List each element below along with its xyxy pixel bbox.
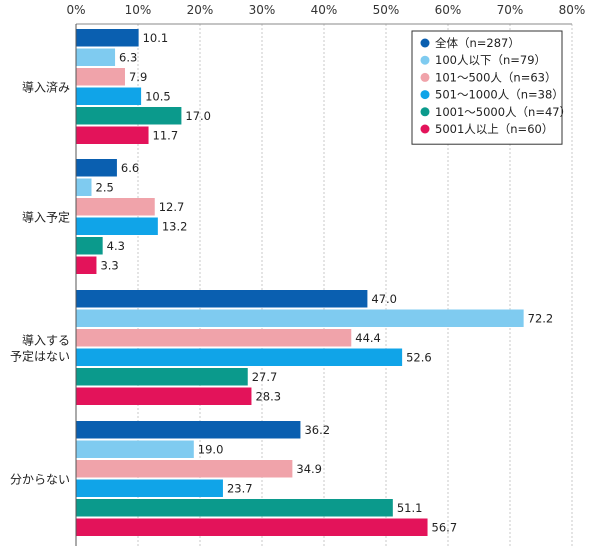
legend-marker bbox=[420, 55, 430, 65]
data-label: 56.7 bbox=[432, 520, 458, 534]
data-label: 2.5 bbox=[96, 180, 114, 194]
bar bbox=[76, 29, 139, 47]
data-label: 44.4 bbox=[355, 331, 381, 345]
bar bbox=[76, 87, 142, 105]
data-label: 11.7 bbox=[153, 128, 179, 142]
data-label: 6.6 bbox=[121, 161, 139, 175]
x-tick-label: 80% bbox=[559, 3, 586, 17]
bar bbox=[76, 237, 103, 255]
data-label: 13.2 bbox=[162, 219, 188, 233]
data-label: 27.7 bbox=[252, 370, 278, 384]
axis-layer: 0% 10% 20% 30% 40% 50% 60% 70% 80% 導入済み導入予定導入する予定… bbox=[10, 3, 585, 546]
legend-label: 1001〜5000人（n=47） bbox=[435, 105, 571, 119]
category-label: 分からない bbox=[10, 473, 70, 487]
legend-marker bbox=[420, 72, 430, 82]
bar bbox=[76, 68, 125, 86]
bar bbox=[76, 159, 117, 177]
bar bbox=[76, 368, 248, 386]
data-label: 47.0 bbox=[371, 292, 397, 306]
data-label: 10.1 bbox=[143, 31, 169, 45]
bar bbox=[76, 256, 97, 274]
data-label: 52.6 bbox=[406, 350, 432, 364]
x-tick-label: 30% bbox=[249, 3, 276, 17]
legend-box bbox=[411, 30, 563, 145]
data-label: 28.3 bbox=[255, 389, 281, 403]
legend-label: 501〜1000人（n=38） bbox=[435, 88, 564, 102]
category-label: 導入予定 bbox=[22, 210, 70, 225]
legend-marker bbox=[420, 38, 430, 48]
x-tick-label: 60% bbox=[435, 3, 462, 17]
data-label: 7.9 bbox=[129, 70, 147, 84]
category-label: 導入済み bbox=[22, 80, 70, 95]
data-label: 4.3 bbox=[107, 239, 125, 253]
x-tick-label: 10% bbox=[125, 3, 152, 17]
grid-layer bbox=[137, 24, 573, 546]
data-label: 12.7 bbox=[159, 200, 185, 214]
category-label: 予定はない bbox=[10, 349, 70, 364]
x-tick-label: 0% bbox=[66, 3, 85, 17]
data-label: 19.0 bbox=[198, 442, 224, 456]
x-tick-label: 50% bbox=[373, 3, 400, 17]
legend-marker bbox=[420, 90, 430, 100]
bar bbox=[76, 107, 182, 125]
bar bbox=[76, 499, 393, 517]
data-label: 17.0 bbox=[185, 109, 211, 123]
legend: 全体（n=287） 100人以下（n=79） 101〜500人（n=63） 501〜1… bbox=[411, 30, 571, 145]
bar bbox=[76, 479, 223, 497]
category-label: 導入する bbox=[22, 334, 70, 348]
bar bbox=[76, 518, 428, 536]
bar bbox=[76, 48, 116, 66]
legend-marker bbox=[420, 124, 430, 134]
bar bbox=[76, 421, 301, 439]
legend-label: 101〜500人（n=63） bbox=[435, 70, 556, 84]
bar bbox=[76, 387, 252, 405]
bar bbox=[76, 217, 158, 235]
bar bbox=[76, 126, 149, 144]
bar bbox=[76, 309, 524, 327]
x-tick-label: 70% bbox=[497, 3, 524, 17]
bar bbox=[76, 290, 368, 308]
data-label: 10.5 bbox=[145, 89, 171, 103]
legend-marker bbox=[420, 107, 430, 117]
data-label: 36.2 bbox=[304, 423, 330, 437]
legend-label: 100人以下（n=79） bbox=[435, 53, 546, 67]
bar bbox=[76, 329, 352, 347]
bar bbox=[76, 348, 403, 366]
data-label: 23.7 bbox=[227, 481, 253, 495]
legend-label: 全体（n=287） bbox=[435, 36, 520, 50]
data-label: 51.1 bbox=[397, 501, 423, 515]
bar bbox=[76, 178, 92, 196]
data-label: 6.3 bbox=[119, 50, 137, 64]
x-tick-label: 40% bbox=[311, 3, 338, 17]
legend-label: 5001人以上（n=60） bbox=[435, 122, 553, 136]
bar bbox=[76, 198, 155, 216]
bar bbox=[76, 460, 293, 478]
x-tick-label: 20% bbox=[187, 3, 214, 17]
bar bbox=[76, 440, 194, 458]
data-label: 72.2 bbox=[528, 311, 554, 325]
data-label: 34.9 bbox=[296, 462, 322, 476]
bars-layer: 10.1 6.3 7.9 10.5 17.0 11.7 6.6 2.5 12.7 13.2 4.3 3… bbox=[76, 29, 553, 536]
data-label: 3.3 bbox=[100, 258, 118, 272]
